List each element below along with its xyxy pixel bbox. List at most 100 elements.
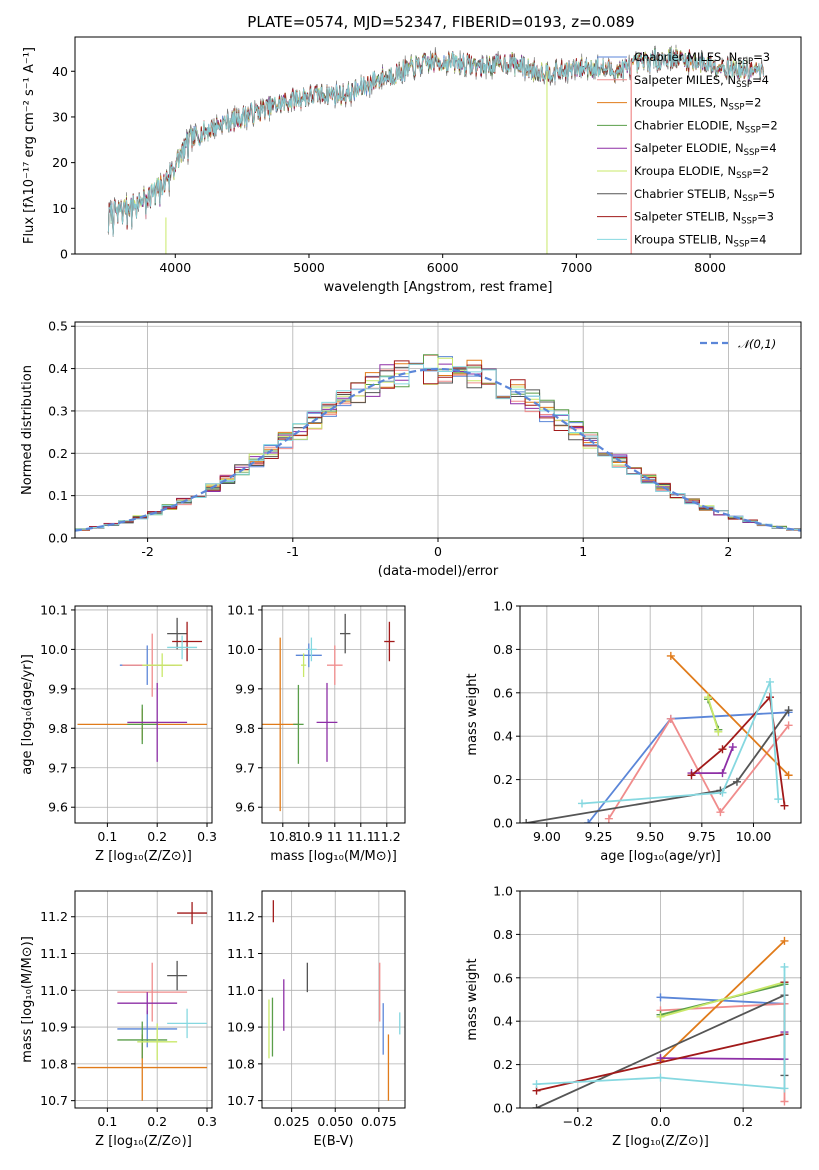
y-tick-label: 10.1 <box>227 602 255 617</box>
x-tick-label: 1 <box>579 544 587 559</box>
y-tick-label: 11.0 <box>40 983 68 998</box>
plot-area <box>75 354 801 533</box>
weight-series-line <box>660 1032 786 1061</box>
y-tick-label: 11.2 <box>40 909 68 924</box>
x-tick-label: 11 <box>327 829 343 844</box>
axes-frame <box>519 605 802 824</box>
weight-point-marker <box>774 795 783 804</box>
legend-entry: Salpeter MILES, NSSP=4 <box>634 73 769 90</box>
y-tick-label: 10.8 <box>227 1056 255 1071</box>
x-tick-label: 2 <box>724 544 732 559</box>
x-tick-label: 11.1 <box>347 829 375 844</box>
weight-series-line <box>526 709 790 823</box>
plot-area <box>268 900 401 1101</box>
y-tick-label: 0.2 <box>493 772 513 787</box>
y-tick-label: 9.8 <box>48 721 68 736</box>
y-axis-label: Flux [fλ10⁻¹⁷ erg cm⁻² s⁻¹ A⁻¹] <box>22 47 37 244</box>
y-tick-label: 1.0 <box>493 884 513 899</box>
y-tick-label: 0 <box>60 247 68 262</box>
y-tick-label: 9.9 <box>48 681 68 696</box>
y-tick-label: 0.2 <box>48 446 68 461</box>
errorbar-point <box>306 637 317 662</box>
y-tick-label: 9.6 <box>48 800 68 815</box>
plot-area <box>532 936 789 1108</box>
weight-point-marker <box>780 962 789 971</box>
y-tick-label: 0.2 <box>493 1057 513 1072</box>
errorbar-point <box>167 617 188 650</box>
y-axis-label: mass [log₁₀(M/M⊙)] <box>20 936 35 1063</box>
x-axis-label: wavelength [Angstrom, rest frame] <box>324 280 553 295</box>
weight-point-marker <box>780 1084 789 1093</box>
mass_vs_Z-panel: 0.1 0.2 0.3 10.7 10.8 10.9 11.0 11.1 11.2 Z [log₁… <box>20 890 217 1149</box>
weight-point-marker <box>718 745 727 754</box>
x-tick-label: 0 <box>434 544 442 559</box>
errorbar-point <box>295 643 322 668</box>
weight-series-line <box>707 696 720 733</box>
errorbar-point <box>117 1021 168 1059</box>
errorbar-point <box>127 704 158 745</box>
errorbar-point <box>327 645 343 685</box>
axes-frame <box>74 890 213 1109</box>
errorbar-point <box>340 613 351 654</box>
weight-point-marker <box>784 706 793 715</box>
x-tick-label: -2 <box>141 544 153 559</box>
weight-point-marker <box>718 769 727 778</box>
errorbar-point <box>117 992 178 1015</box>
x-tick-label: 11.2 <box>373 829 401 844</box>
weight-point-marker <box>780 1097 789 1106</box>
y-tick-label: 10.1 <box>40 602 68 617</box>
y-tick-label: 10.8 <box>40 1056 68 1071</box>
legend-entry: 𝒩(0,1) <box>738 337 776 351</box>
mass_vs_ebv-panel: 0.025 0.050 0.075 10.7 10.8 10.9 11.0 11.1 11.2 E… <box>227 890 406 1149</box>
figure-title: PLATE=0574, MJD=52347, FIBERID=0193, z=0… <box>247 13 634 31</box>
errorbar-point <box>127 682 188 762</box>
weight-series-line <box>587 711 789 823</box>
y-tick-label: 9.7 <box>48 760 68 775</box>
x-axis-label: (data-model)/error <box>378 564 499 579</box>
weight-point-marker <box>780 801 789 810</box>
x-tick-label: 5000 <box>293 260 325 275</box>
plot-area <box>522 651 793 823</box>
weight-point-marker <box>728 743 737 752</box>
panels: Chabrier MILES, NSSP=3 Salpeter MILES, NS… <box>20 36 802 1149</box>
x-axis-label: Z [log₁₀(Z/Z⊙)] <box>95 849 192 864</box>
x-axis-label: Z [log₁₀(Z/Z⊙)] <box>612 1134 709 1149</box>
x-tick-label: 9.00 <box>533 829 561 844</box>
weight-point-marker <box>784 771 793 780</box>
weight_vs_age-panel: 9.00 9.25 9.50 9.75 10.00 0.0 0.2 0.4 0.6 0.8 1.0 a… <box>465 599 802 864</box>
x-tick-label: −0.2 <box>563 1114 593 1129</box>
axes-frame <box>261 605 406 824</box>
plot-area <box>262 613 395 812</box>
x-tick-label: 0.0 <box>651 1114 671 1129</box>
weight-series-line <box>608 716 790 820</box>
x-axis-label: E(B-V) <box>313 1134 353 1149</box>
y-tick-label: 9.7 <box>235 760 255 775</box>
x-tick-label: 0.075 <box>361 1114 397 1129</box>
x-tick-label: 0.2 <box>733 1114 753 1129</box>
residual-histogram <box>75 363 801 533</box>
spectrum-panel: Chabrier MILES, NSSP=3 Salpeter MILES, NS… <box>22 36 802 295</box>
weight-point-marker <box>656 1073 665 1082</box>
y-tick-label: 10.9 <box>227 1020 255 1035</box>
plot-area <box>77 617 208 762</box>
age_vs_mass-panel: 10.810.9 11 11.111.2 9.6 9.7 9.8 9.9 10.0 10.1 ma… <box>227 602 406 864</box>
weight-point-marker <box>784 721 793 730</box>
x-tick-label: 0.1 <box>97 829 117 844</box>
weight-point-marker <box>666 714 675 723</box>
x-tick-label: 6000 <box>427 260 459 275</box>
x-tick-label: 0.3 <box>197 829 217 844</box>
model-spectrum-line <box>107 47 765 236</box>
y-tick-label: 11.1 <box>227 946 255 961</box>
y-axis-label: age [log₁₀(age/yr)] <box>20 654 35 775</box>
legend-entry: Kroupa STELIB, NSSP=4 <box>634 232 766 249</box>
errorbar-point <box>167 635 198 660</box>
x-tick-label: 0.050 <box>317 1114 353 1129</box>
errorbar-point <box>293 684 304 764</box>
x-tick-label: -1 <box>287 544 299 559</box>
legend-entry: Chabrier ELODIE, NSSP=2 <box>634 118 778 135</box>
legend-entry: Salpeter ELODIE, NSSP=4 <box>634 141 777 158</box>
plot-area <box>107 44 765 254</box>
x-tick-label: 0.025 <box>274 1114 310 1129</box>
errorbar-point <box>167 1008 208 1039</box>
weight-point-marker <box>656 1054 665 1063</box>
